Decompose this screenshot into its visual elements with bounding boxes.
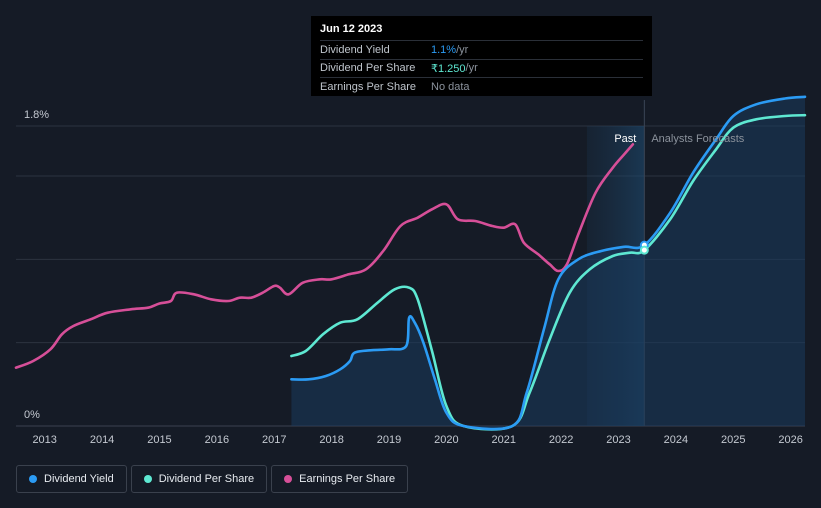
legend-label: Dividend Per Share — [158, 473, 255, 485]
legend-dividend-yield[interactable]: Dividend Yield — [16, 465, 127, 493]
earnings-per-share-line — [14, 143, 635, 369]
x-tick-label: 2024 — [664, 434, 688, 446]
x-tick-label: 2013 — [32, 434, 56, 446]
tooltip-unit: /yr — [456, 43, 469, 56]
legend-dividend-per-share[interactable]: Dividend Per Share — [130, 465, 268, 493]
x-tick-label: 2018 — [319, 434, 343, 446]
dividend-yield-line — [290, 95, 807, 431]
tooltip-row-dividend-per-share: Dividend Per Share ₹1.250 /yr — [320, 58, 643, 78]
tooltip-label: Earnings Per Share — [320, 80, 416, 93]
legend-label: Dividend Yield — [44, 473, 114, 485]
tooltip-date: Jun 12 2023 — [320, 23, 383, 35]
x-tick-label: 2023 — [606, 434, 630, 446]
tooltip-row-dividend-yield: Dividend Yield 1.1% /yr — [320, 40, 643, 59]
dividend-per-share-line — [290, 113, 807, 431]
past-label: Past — [614, 133, 636, 145]
tooltip: Jun 12 2023 Dividend Yield 1.1% /yr Divi… — [311, 16, 652, 96]
legend-label: Earnings Per Share — [299, 473, 396, 485]
x-tick-label: 2016 — [205, 434, 229, 446]
x-tick-label: 2015 — [147, 434, 171, 446]
x-tick-label: 2019 — [377, 434, 401, 446]
legend-dot-icon — [143, 475, 152, 483]
axis-labels: 2013 2014 2015 2016 2017 2018 2019 2020 2021 2022… — [24, 109, 803, 446]
y-tick-label: 0% — [24, 409, 40, 421]
tooltip-label: Dividend Per Share — [320, 62, 416, 75]
legend: Dividend Yield Dividend Per Share Earnin… — [16, 465, 409, 493]
x-tick-label: 2014 — [90, 434, 114, 446]
legend-earnings-per-share[interactable]: Earnings Per Share — [271, 465, 409, 493]
y-tick-label: 1.8% — [24, 109, 49, 121]
series-areas — [291, 96, 805, 430]
tooltip-value: No data — [431, 80, 470, 93]
x-tick-label: 2022 — [549, 434, 573, 446]
tooltip-value: ₹1.250 — [431, 62, 466, 75]
tooltip-row-earnings-per-share: Earnings Per Share No data — [320, 77, 643, 96]
dividend-yield-area — [291, 96, 805, 430]
tooltip-value: 1.1% — [431, 43, 457, 56]
highlight-markers — [639, 240, 649, 255]
highlight-point — [639, 245, 649, 255]
series-lines — [14, 95, 807, 431]
x-tick-label: 2025 — [721, 434, 745, 446]
x-tick-label: 2020 — [434, 434, 458, 446]
x-tick-label: 2026 — [778, 434, 802, 446]
tooltip-unit: /yr — [465, 62, 478, 75]
legend-dot-icon — [284, 475, 293, 483]
x-tick-label: 2021 — [492, 434, 516, 446]
tooltip-label: Dividend Yield — [320, 43, 390, 56]
x-tick-label: 2017 — [262, 434, 286, 446]
legend-dot-icon — [29, 475, 37, 483]
forecast-label: Analysts Forecasts — [651, 133, 744, 145]
